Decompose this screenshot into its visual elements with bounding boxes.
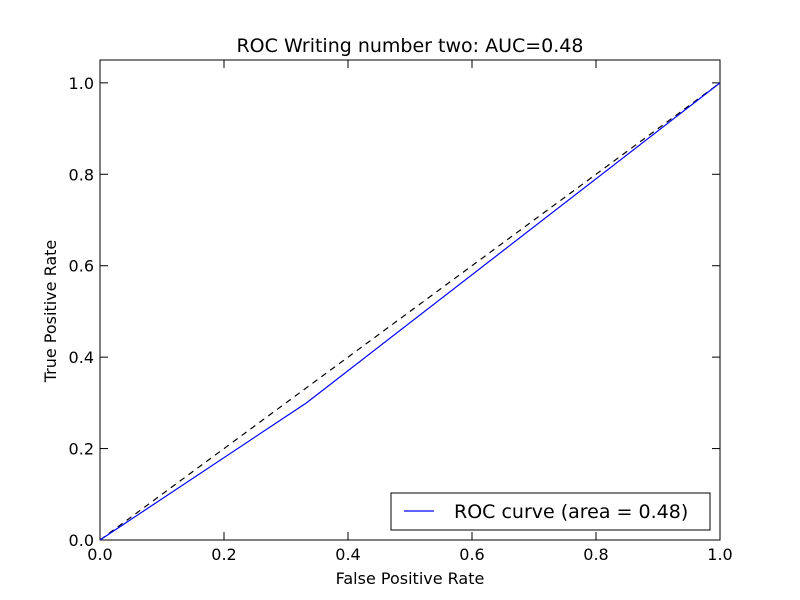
x-tick-label: 1.0 xyxy=(707,545,732,564)
chart-title: ROC Writing number two: AUC=0.48 xyxy=(236,35,583,57)
x-tick-label: 0.6 xyxy=(459,545,484,564)
x-tick-label: 0.2 xyxy=(211,545,236,564)
x-tick-label: 0.0 xyxy=(87,545,112,564)
x-tick-labels: 0.0 0.2 0.4 0.6 0.8 1.0 xyxy=(87,545,732,564)
legend: ROC curve (area = 0.48) xyxy=(390,492,711,531)
x-tick-label: 0.4 xyxy=(335,545,360,564)
y-tick-label: 0.2 xyxy=(69,440,94,459)
x-tick-label: 0.8 xyxy=(583,545,608,564)
chance-diagonal-line xyxy=(99,82,721,541)
legend-box xyxy=(390,492,711,531)
legend-label: ROC curve (area = 0.48) xyxy=(454,501,688,523)
y-tick-label: 0.6 xyxy=(69,257,94,276)
y-tick-label: 0.0 xyxy=(69,531,94,550)
roc-curve-line xyxy=(99,82,721,541)
y-tick-label: 0.8 xyxy=(69,165,94,184)
plot-area-frame xyxy=(99,59,721,541)
x-axis-label: False Positive Rate xyxy=(336,569,485,588)
y-tick-label: 1.0 xyxy=(69,74,94,93)
series-layer xyxy=(99,82,721,541)
y-axis-label: True Positive Rate xyxy=(41,240,60,384)
tick-marks xyxy=(99,60,721,541)
y-tick-labels: 0.0 0.2 0.4 0.6 0.8 1.0 xyxy=(69,74,94,550)
y-tick-label: 0.4 xyxy=(69,348,94,367)
